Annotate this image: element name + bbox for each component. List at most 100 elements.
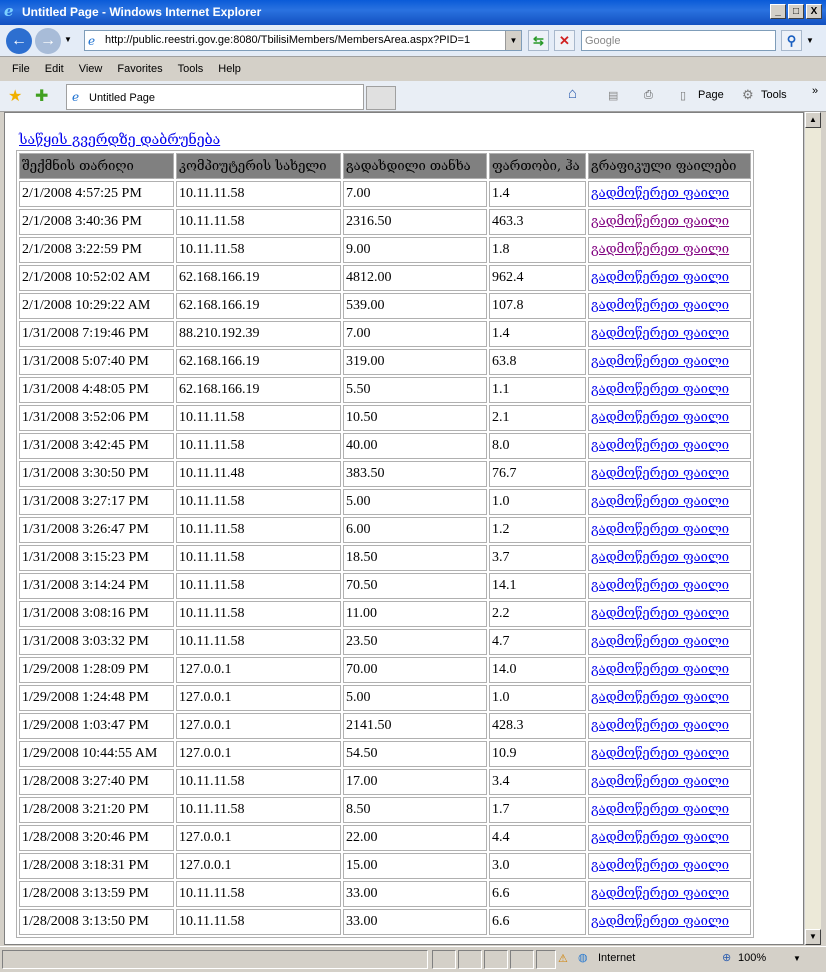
page-menu-button[interactable]: Page [698,89,724,101]
download-file-link[interactable]: გადმოწერეთ ფაილი [591,382,730,397]
download-file-link[interactable]: გადმოწერეთ ფაილი [591,746,730,761]
cell-amount-paid: 4812.00 [343,265,487,291]
cell-date: 1/29/2008 1:28:09 PM [19,657,174,683]
address-dropdown-icon[interactable]: ▼ [505,31,521,50]
cell-computer-name: 10.11.11.48 [176,461,341,487]
download-file-link[interactable]: გადმოწერეთ ფაილი [591,914,730,929]
cell-area: 107.8 [489,293,586,319]
menu-view[interactable]: View [78,63,103,75]
cell-area: 1.7 [489,797,586,823]
maximize-button[interactable]: □ [788,4,804,19]
cell-graphic-file: გადმოწერეთ ფაილი [588,489,751,515]
download-file-link[interactable]: გადმოწერეთ ფაილი [591,886,730,901]
home-icon[interactable]: ⌂ [568,85,578,102]
cell-date: 1/31/2008 7:19:46 PM [19,321,174,347]
cell-graphic-file: გადმოწერეთ ფაილი [588,181,751,207]
download-file-link[interactable]: გადმოწერეთ ფაილი [591,718,730,733]
menu-file[interactable]: File [12,63,30,75]
cell-amount-paid: 6.00 [343,517,487,543]
tab-untitled-page[interactable]: e Untitled Page [66,84,364,110]
header-computer-name: კომპიუტერის სახელი [176,153,341,179]
download-file-link[interactable]: გადმოწერეთ ფაილი [591,662,730,677]
header-creation-date: შექმნის თარიღი [19,153,174,179]
cell-area: 4.4 [489,825,586,851]
download-file-link[interactable]: გადმოწერეთ ფაილი [591,606,730,621]
download-file-link[interactable]: გადმოწერეთ ფაილი [591,326,730,341]
ie-logo-icon: e [4,2,14,20]
favorites-star-icon[interactable]: ★ [8,88,23,105]
download-file-link[interactable]: გადმოწერეთ ფაილი [591,186,730,201]
table-row: 1/28/2008 3:18:31 PM 127.0.0.1 15.00 3.0 გად… [19,853,751,879]
forward-button[interactable]: → [35,28,61,54]
new-tab-button[interactable] [366,86,396,110]
cell-amount-paid: 383.50 [343,461,487,487]
cell-amount-paid: 54.50 [343,741,487,767]
download-file-link[interactable]: გადმოწერეთ ფაილი [591,802,730,817]
stop-button[interactable]: ✕ [554,30,575,51]
back-button[interactable]: ← [6,28,32,54]
menu-edit[interactable]: Edit [44,63,64,75]
download-file-link[interactable]: გადმოწერეთ ფაილი [591,550,730,565]
download-file-link[interactable]: გადმოწერეთ ფაილი [591,578,730,593]
cell-computer-name: 10.11.11.58 [176,629,341,655]
table-row: 2/1/2008 10:52:02 AM 62.168.166.19 4812.00… [19,265,751,291]
zoom-level[interactable]: 100% [738,952,767,964]
download-file-link[interactable]: გადმოწერეთ ფაილი [591,494,730,509]
cell-date: 1/28/2008 3:27:40 PM [19,769,174,795]
page-icon: e [72,90,80,104]
download-file-link[interactable]: გადმოწერეთ ფაილი [591,214,730,229]
download-file-link[interactable]: გადმოწერეთ ფაილი [591,690,730,705]
search-icon[interactable]: ⚲ [781,30,802,51]
cell-graphic-file: გადმოწერეთ ფაილი [588,461,751,487]
table-row: 1/28/2008 3:13:59 PM 10.11.11.58 33.00 6.6 გ… [19,881,751,907]
add-favorites-icon[interactable]: ✚ [35,88,49,105]
cell-amount-paid: 11.00 [343,601,487,627]
cell-computer-name: 88.210.192.39 [176,321,341,347]
popup-blocked-icon[interactable]: ⚠ [558,953,568,965]
back-to-home-link[interactable]: საწყის გვერდზე დაბრუნება [19,132,221,148]
history-dropdown-icon[interactable]: ▼ [64,35,72,44]
menu-help[interactable]: Help [218,63,241,75]
feeds-icon[interactable]: ▤ [608,90,619,102]
address-bar[interactable]: e http://public.reestri.gov.ge:8080/Tbil… [84,30,522,51]
download-file-link[interactable]: გადმოწერეთ ფაილი [591,466,730,481]
scroll-up-button[interactable]: ▲ [805,112,821,128]
menu-favorites[interactable]: Favorites [117,63,163,75]
search-input[interactable]: Google [581,30,776,51]
close-button[interactable]: X [806,4,822,19]
download-file-link[interactable]: გადმოწერეთ ფაილი [591,242,730,257]
cell-area: 1.4 [489,321,586,347]
globe-icon: ◍ [578,952,588,964]
table-row: 2/1/2008 4:57:25 PM 10.11.11.58 7.00 1.4 გად… [19,181,751,207]
tools-menu-button[interactable]: Tools [761,89,787,101]
search-options-icon[interactable]: ▼ [806,36,814,45]
download-file-link[interactable]: გადმოწერეთ ფაილი [591,522,730,537]
table-row: 1/28/2008 3:13:50 PM 10.11.11.58 33.00 6.6 გ… [19,909,751,935]
menu-tools[interactable]: Tools [177,63,204,75]
cell-computer-name: 62.168.166.19 [176,293,341,319]
scroll-down-button[interactable]: ▼ [805,929,821,945]
chevron-more-icon[interactable]: » [812,85,819,97]
download-file-link[interactable]: გადმოწერეთ ფაილი [591,858,730,873]
vertical-scrollbar[interactable]: ▲ ▼ [804,112,821,945]
download-file-link[interactable]: გადმოწერეთ ფაილი [591,354,730,369]
cell-area: 14.1 [489,573,586,599]
cell-area: 1.0 [489,685,586,711]
download-file-link[interactable]: გადმოწერეთ ფაილი [591,298,730,313]
download-file-link[interactable]: გადმოწერეთ ფაილი [591,270,730,285]
cell-area: 1.0 [489,489,586,515]
download-file-link[interactable]: გადმოწერეთ ფაილი [591,634,730,649]
download-file-link[interactable]: გადმოწერეთ ფაილი [591,410,730,425]
print-icon[interactable]: ⎙ [644,89,653,101]
refresh-button[interactable]: ⇆ [528,30,549,51]
cell-computer-name: 10.11.11.58 [176,209,341,235]
cell-area: 63.8 [489,349,586,375]
cell-graphic-file: გადმოწერეთ ფაილი [588,881,751,907]
download-file-link[interactable]: გადმოწერეთ ფაილი [591,774,730,789]
download-file-link[interactable]: გადმოწერეთ ფაილი [591,438,730,453]
zoom-dropdown-icon[interactable]: ▼ [793,954,801,963]
table-row: 1/31/2008 5:07:40 PM 62.168.166.19 319.00 6… [19,349,751,375]
download-file-link[interactable]: გადმოწერეთ ფაილი [591,830,730,845]
minimize-button[interactable]: _ [770,4,786,19]
cell-amount-paid: 18.50 [343,545,487,571]
